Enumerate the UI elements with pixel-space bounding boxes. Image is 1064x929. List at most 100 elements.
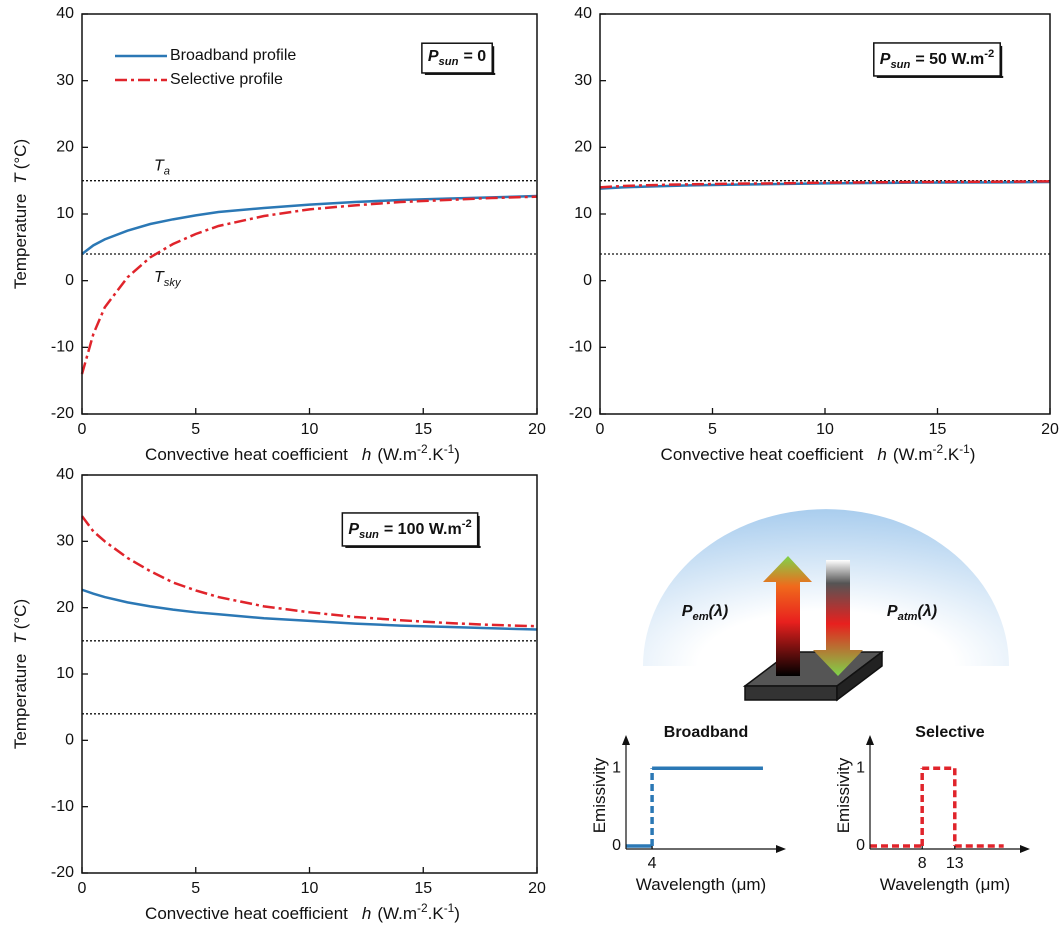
y-axis-label-part: Emissivity	[834, 757, 853, 833]
x-tick-label: 5	[708, 421, 717, 438]
x-tick-label: 5	[191, 880, 200, 897]
atmosphere-label-part: P	[887, 603, 898, 620]
x-axis-label-part: Wavelength	[880, 875, 969, 894]
emission-label-part: (λ)	[709, 603, 729, 620]
x-axis-label-part: h	[362, 904, 371, 923]
y-tick-label: -20	[569, 405, 592, 422]
x-axis-label: Convective heat coefficient h (W.m-2.K-1)	[661, 442, 976, 464]
y-tick-label: 1	[856, 760, 865, 777]
x-tick-label: 0	[78, 421, 87, 438]
x-axis-label-part: -1	[444, 442, 455, 456]
annotation: Psun = 0	[428, 48, 486, 68]
emission-label-part: P	[682, 603, 693, 620]
y-axis-arrow	[866, 735, 874, 745]
emission-label: Pem(λ)	[682, 603, 728, 623]
annotation-shadow	[876, 75, 1004, 78]
atmosphere-label-part: (λ)	[918, 603, 938, 620]
y-tick-label: 0	[583, 272, 592, 289]
annotation-part: P	[428, 48, 439, 65]
x-tick-label: 10	[301, 880, 319, 897]
y-axis-arrow	[622, 735, 630, 745]
y-tick-label: -10	[51, 798, 74, 815]
reference-label-part: a	[164, 166, 170, 178]
x-axis-arrow	[776, 845, 786, 853]
reference-label-part: T	[154, 269, 165, 286]
y-tick-label: 40	[56, 466, 74, 483]
y-tick-label: 20	[574, 139, 592, 156]
y-tick-label: -20	[51, 864, 74, 881]
annotation-shadow	[345, 545, 481, 548]
y-tick-label: 20	[56, 139, 74, 156]
chart-title: Broadband	[664, 724, 748, 741]
atmosphere-arrow	[813, 560, 863, 676]
x-tick-label: 4	[648, 855, 657, 872]
reference-label: Tsky	[154, 269, 182, 289]
x-tick-label: 15	[414, 421, 432, 438]
x-tick-label: 15	[414, 880, 432, 897]
y-tick-label: 30	[574, 72, 592, 89]
annotation: Psun = 100 W.m-2	[348, 518, 471, 541]
y-axis-label-part: Emissivity	[590, 757, 609, 833]
y-axis-label-part: (°C)	[11, 139, 30, 169]
x-axis-label-part: -2	[417, 901, 428, 915]
x-axis-label-part: (μm)	[975, 875, 1010, 894]
x-axis-label: Wavelength (μm)	[880, 875, 1010, 894]
y-tick-label: 0	[65, 272, 74, 289]
annotation-part: = 100 W.m	[384, 521, 462, 538]
annotation-part: -2	[462, 518, 472, 530]
x-axis-label-part: Convective heat coefficient	[145, 445, 348, 464]
x-tick-label: 20	[528, 880, 546, 897]
x-axis-label-part: Convective heat coefficient	[145, 904, 348, 923]
emission-arrow	[763, 556, 812, 676]
x-axis-label-part: (W.m	[377, 445, 417, 464]
emitter-side	[836, 650, 883, 702]
x-axis-label-part: )	[970, 445, 976, 464]
atmosphere-label: Patm(λ)	[887, 603, 937, 623]
x-axis-label-part: -1	[959, 442, 970, 456]
x-axis-label-part: .K	[428, 904, 445, 923]
x-axis-label-part: h	[362, 445, 371, 464]
annotation-part: = 50 W.m	[915, 51, 984, 68]
y-tick-label: 20	[56, 599, 74, 616]
y-tick-label: 1	[612, 760, 621, 777]
x-axis-label-part: )	[454, 904, 460, 923]
y-axis-label-part: T	[11, 632, 30, 644]
x-tick-label: 10	[301, 421, 319, 438]
x-tick-label: 0	[78, 880, 87, 897]
y-axis-label: Emissivity	[834, 757, 853, 833]
x-tick-label: 8	[918, 855, 927, 872]
emission-label-part: em	[692, 611, 708, 623]
x-axis-label-part: Wavelength	[636, 875, 725, 894]
x-tick-label: 13	[946, 855, 964, 872]
schematic	[643, 509, 1009, 702]
x-tick-label: 0	[596, 421, 605, 438]
y-tick-label: 0	[856, 837, 865, 854]
x-tick-label: 15	[929, 421, 947, 438]
plot-frame	[599, 13, 1051, 415]
y-tick-label: 0	[612, 837, 621, 854]
x-axis-label: Convective heat coefficient h (W.m-2.K-1)	[145, 901, 460, 923]
y-tick-label: -20	[51, 405, 74, 422]
emitter-front	[744, 685, 838, 701]
annotation-part: sun	[359, 529, 379, 541]
annotation: Psun = 50 W.m-2	[880, 48, 994, 71]
x-tick-label: 20	[528, 421, 546, 438]
annotation-part: = 0	[463, 48, 486, 65]
annotation-part: P	[348, 521, 359, 538]
annotation-shadow	[424, 72, 496, 75]
annotation-part: P	[880, 51, 891, 68]
y-tick-label: 10	[56, 205, 74, 222]
x-axis-label-part: -2	[417, 442, 428, 456]
reference-label: Ta	[154, 158, 170, 178]
y-axis-label: Temperature T (°C)	[11, 139, 30, 289]
annotation-part: sun	[439, 56, 459, 68]
x-axis-label-part: )	[454, 445, 460, 464]
y-axis-label-part: Temperature	[11, 194, 30, 289]
data-line	[80, 515, 538, 628]
x-axis-label-part: (W.m	[893, 445, 933, 464]
y-tick-label: 40	[56, 5, 74, 22]
x-axis-label: Wavelength (μm)	[636, 875, 766, 894]
annotation-part: -2	[984, 48, 994, 60]
y-axis-label: Temperature T (°C)	[11, 599, 30, 749]
annotation-shadow	[477, 515, 480, 548]
